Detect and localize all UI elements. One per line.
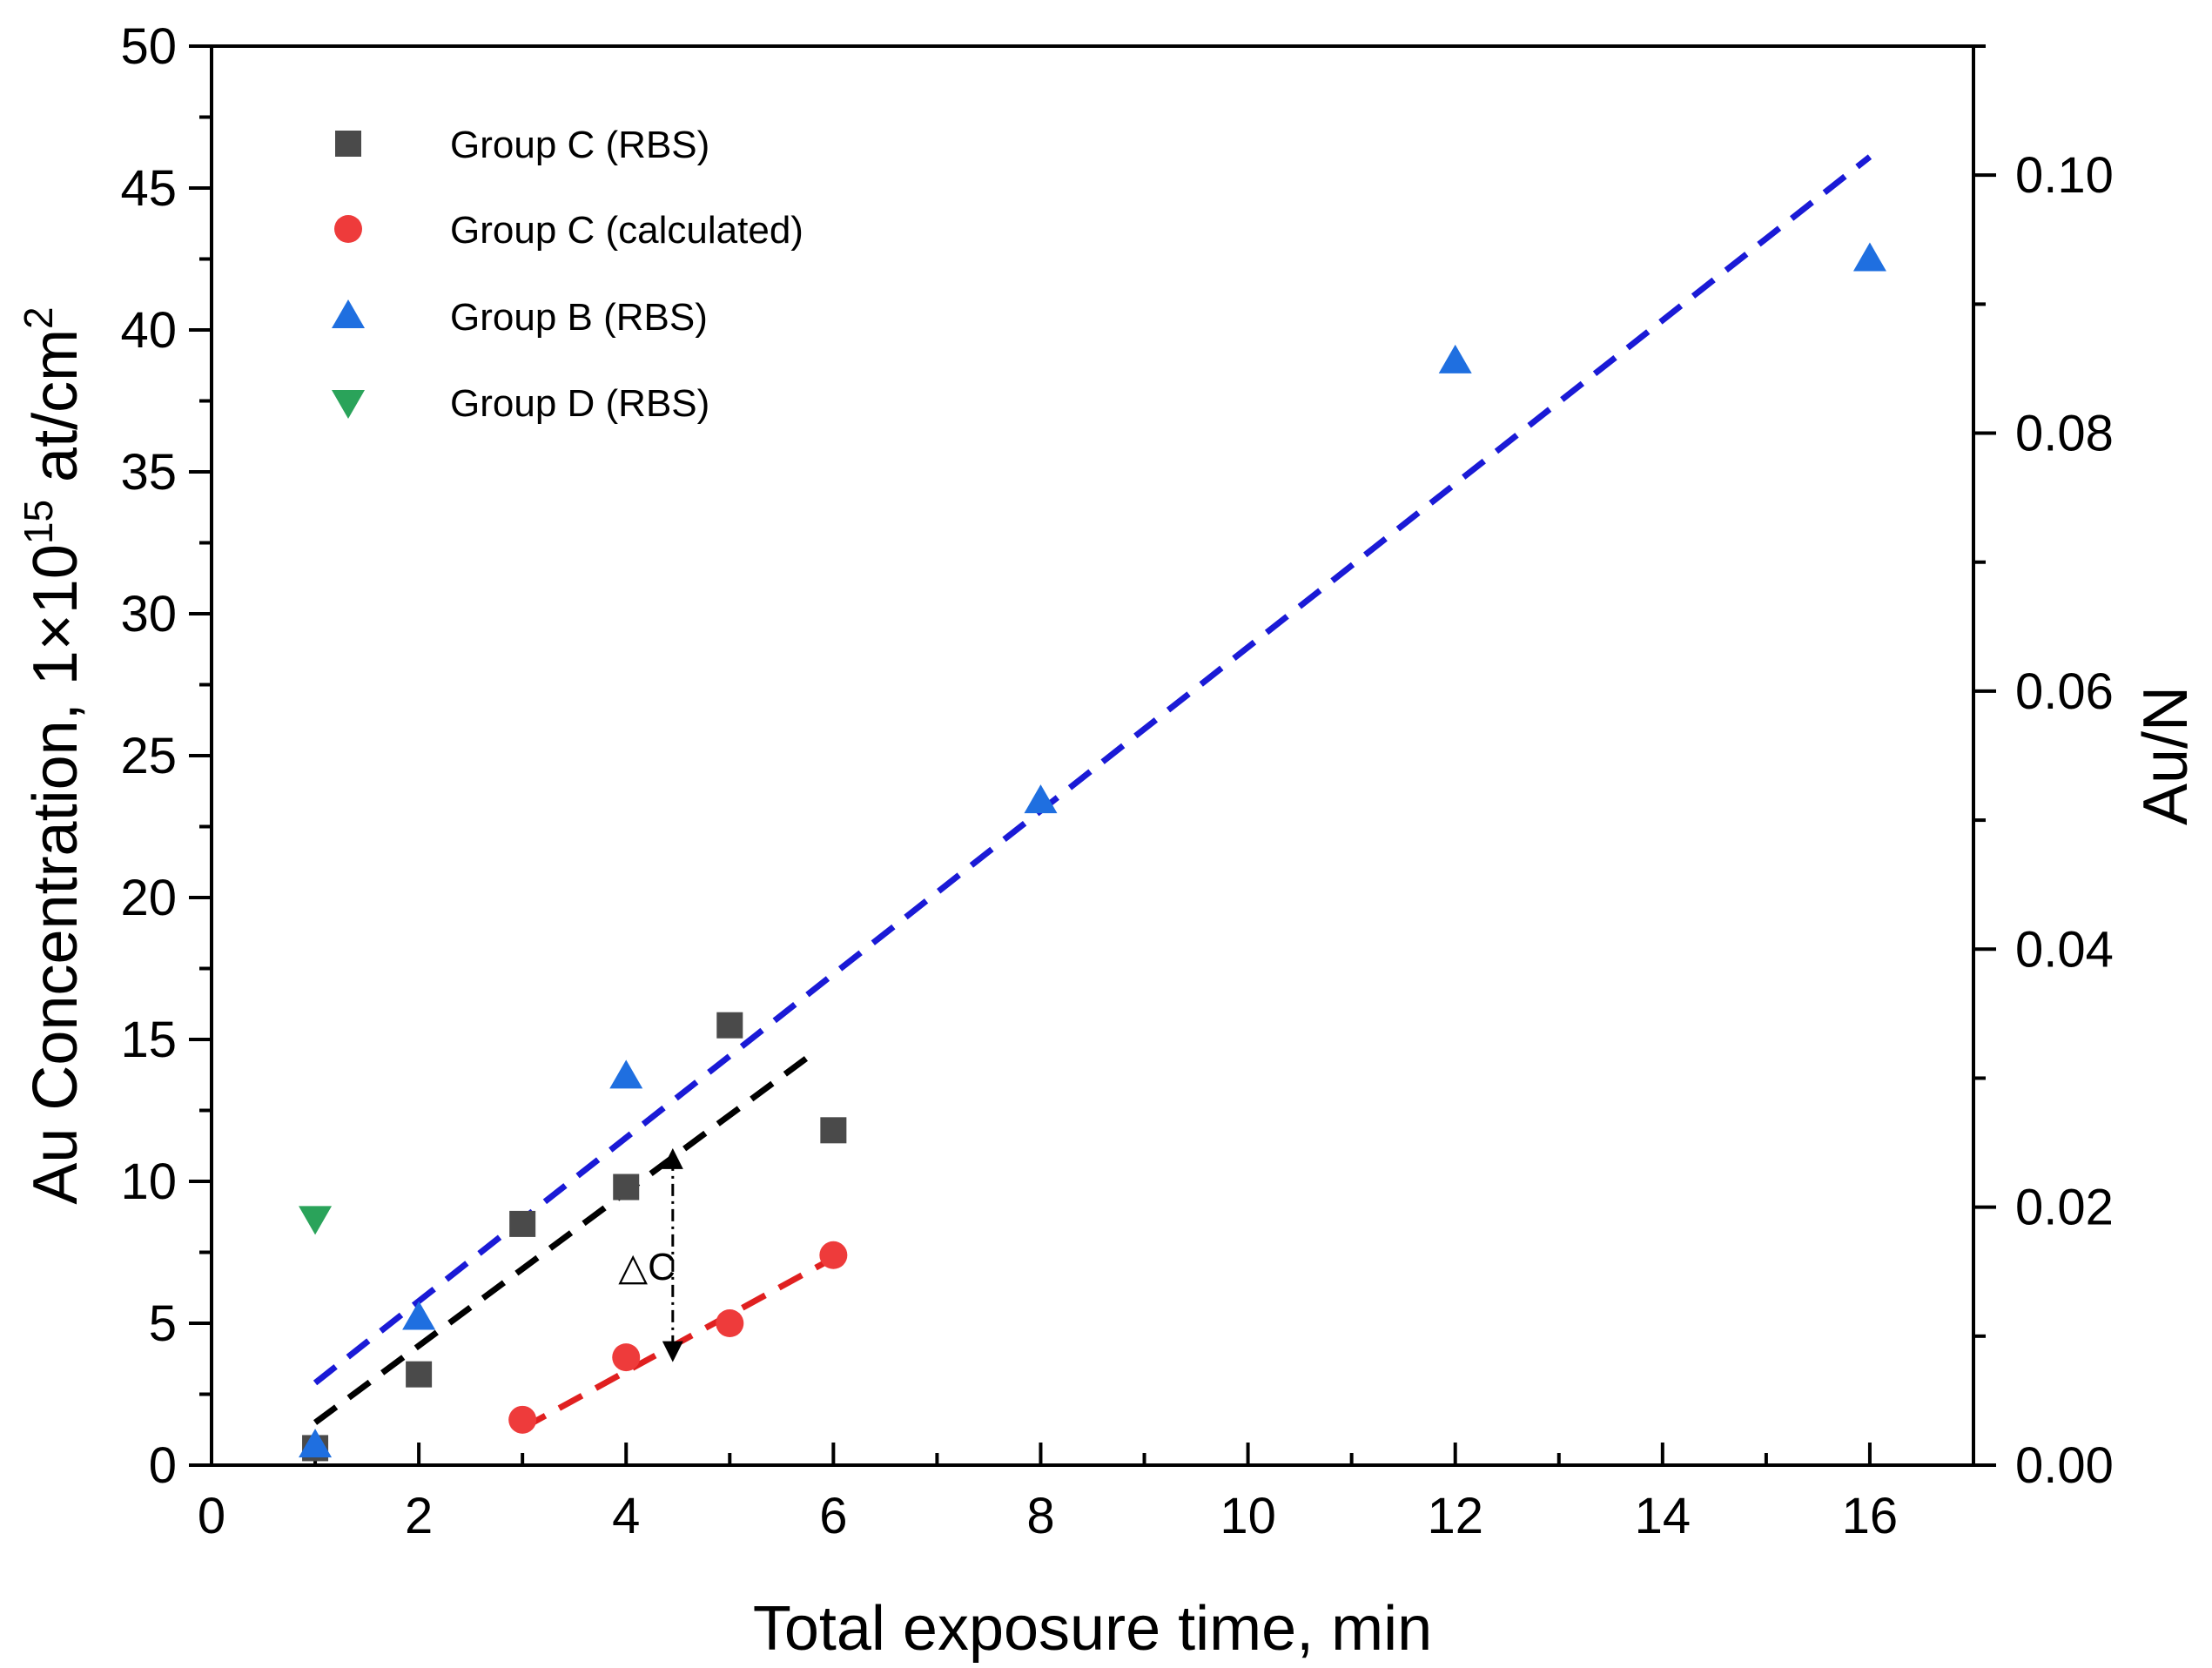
y-left-tick-label: 35 bbox=[120, 444, 177, 501]
x-tick-label: 2 bbox=[405, 1488, 433, 1544]
data-point bbox=[509, 1210, 536, 1237]
fit-line bbox=[521, 1254, 836, 1431]
legend-marker bbox=[332, 390, 365, 419]
y-axis-title-right: Au/N bbox=[2131, 686, 2201, 825]
data-point bbox=[612, 1343, 641, 1372]
data-point bbox=[716, 1309, 744, 1337]
y-right-tick-label: 0.02 bbox=[2015, 1180, 2114, 1236]
x-tick-label: 0 bbox=[198, 1488, 225, 1544]
x-tick-label: 8 bbox=[1026, 1488, 1054, 1544]
x-axis-title: Total exposure time, min bbox=[753, 1594, 1432, 1664]
y-left-tick-label: 45 bbox=[120, 160, 177, 217]
tick-labels: 0 2 4 6 8 10 12 14 16 0 5 10 15 20 25 30 35 40 45 50 0.00 0.0… bbox=[120, 18, 2113, 1544]
legend-label: Group B (RBS) bbox=[450, 296, 708, 339]
y-left-tick-label: 25 bbox=[120, 728, 177, 784]
y-axis-title-left-main: Au Concentration, 1×10 bbox=[21, 544, 91, 1205]
data-point bbox=[820, 1117, 847, 1144]
x-tick-label: 10 bbox=[1220, 1488, 1276, 1544]
y-right-tick-label: 0.08 bbox=[2015, 406, 2114, 462]
legend-marker bbox=[335, 131, 361, 157]
legend-marker bbox=[332, 299, 365, 328]
data-point bbox=[819, 1241, 848, 1269]
y-left-tick-label: 40 bbox=[120, 302, 177, 359]
data-point bbox=[1438, 344, 1472, 373]
data-point bbox=[609, 1059, 643, 1089]
x-tick-label: 6 bbox=[819, 1488, 847, 1544]
plot-area-frame bbox=[210, 44, 1975, 1467]
fit-lines bbox=[313, 154, 1872, 1431]
legend-label: Group C (RBS) bbox=[450, 124, 709, 166]
y-axis-title-left: Au Concentration, 1×1015 at/cm2 bbox=[16, 306, 91, 1204]
y-left-tick-label: 15 bbox=[120, 1012, 177, 1068]
data-point bbox=[613, 1174, 640, 1201]
legend-marker bbox=[334, 215, 362, 243]
fit-line bbox=[313, 154, 1872, 1386]
y-axis-title-left-mid: at/cm bbox=[21, 329, 91, 500]
data-points bbox=[299, 242, 1886, 1462]
fit-line bbox=[313, 1051, 815, 1425]
y-axis-title-left-sup2: 2 bbox=[16, 306, 61, 329]
data-point bbox=[1024, 784, 1058, 814]
legend-label: Group C (calculated) bbox=[450, 209, 803, 252]
y-right-tick-label: 0.00 bbox=[2015, 1437, 2114, 1494]
annotations: △C bbox=[618, 1147, 683, 1362]
y-left-tick-label: 20 bbox=[120, 870, 177, 926]
data-point bbox=[299, 1429, 333, 1458]
y-right-tick-label: 0.06 bbox=[2015, 663, 2114, 720]
data-point bbox=[716, 1012, 743, 1039]
y-right-tick-label: 0.04 bbox=[2015, 921, 2114, 978]
data-point bbox=[299, 1206, 333, 1235]
data-point bbox=[508, 1405, 537, 1434]
x-tick-label: 16 bbox=[1842, 1488, 1899, 1544]
x-tick-label: 12 bbox=[1427, 1488, 1483, 1544]
y-left-tick-label: 0 bbox=[149, 1437, 177, 1494]
x-tick-label: 4 bbox=[612, 1488, 640, 1544]
data-point bbox=[402, 1301, 436, 1330]
y-left-tick-label: 30 bbox=[120, 586, 177, 642]
y-right-tick-label: 0.10 bbox=[2015, 147, 2114, 204]
delta-c-label: △C bbox=[618, 1246, 676, 1288]
y-axis-title-left-sup1: 15 bbox=[16, 500, 61, 544]
legend-label: Group D (RBS) bbox=[450, 382, 709, 425]
y-left-tick-label: 50 bbox=[120, 18, 177, 75]
data-point bbox=[1852, 242, 1886, 272]
y-left-tick-label: 5 bbox=[149, 1295, 177, 1352]
x-tick-label: 14 bbox=[1635, 1488, 1691, 1544]
y-left-tick-label: 10 bbox=[120, 1153, 177, 1210]
axis-ticks bbox=[189, 44, 1996, 1467]
legend: Group C (RBS) Group C (calculated) Group B… bbox=[332, 124, 803, 425]
data-point bbox=[406, 1361, 433, 1388]
